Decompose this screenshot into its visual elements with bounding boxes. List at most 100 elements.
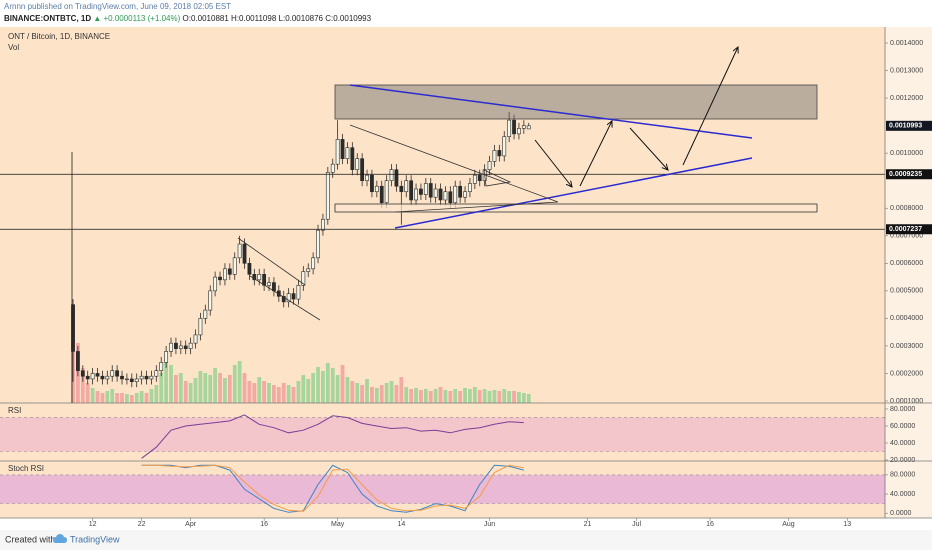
- candle-body: [291, 293, 296, 300]
- candle-body: [237, 243, 242, 259]
- volume-bar: [365, 379, 369, 403]
- logo: [53, 534, 67, 543]
- candle-body: [80, 370, 85, 377]
- candle-body: [159, 362, 164, 372]
- candle-body: [281, 296, 286, 303]
- y-tick-label: 40.0000: [890, 440, 915, 447]
- candle-body: [448, 191, 453, 204]
- volume-bar: [345, 377, 350, 403]
- volume-bar: [139, 391, 144, 403]
- candle-body: [120, 375, 124, 380]
- volume-bar: [443, 390, 448, 403]
- volume-bar: [252, 383, 257, 403]
- volume-bar: [100, 393, 105, 403]
- candle-body: [286, 293, 291, 303]
- volume-bar: [404, 387, 409, 403]
- footer-brand[interactable]: TradingView: [70, 534, 120, 544]
- volume-bar: [414, 388, 418, 403]
- drawings: [71, 47, 818, 403]
- candle-body: [110, 370, 115, 377]
- flag-line: [249, 275, 321, 321]
- volume-bar: [134, 393, 139, 403]
- volume-bar: [115, 393, 120, 403]
- indicator-line: [141, 464, 524, 512]
- volume-bar: [218, 373, 222, 403]
- band: [0, 474, 885, 504]
- volume-bar: [463, 388, 467, 403]
- x-tick-label: Jun: [484, 521, 495, 528]
- candle-body: [213, 276, 218, 292]
- band: [0, 417, 885, 452]
- pane-title: RSI: [8, 406, 21, 415]
- y-tick-label: 0.0012000: [890, 95, 923, 102]
- y-tick-label: 0.0000: [890, 510, 912, 517]
- candle-body: [409, 180, 414, 201]
- volume-bar: [208, 375, 213, 403]
- chart-title: ONT / Bitcoin, 1D, BINANCE: [8, 32, 110, 41]
- volume-bar: [428, 391, 433, 403]
- flag-line: [237, 237, 306, 286]
- candle-body: [164, 351, 169, 363]
- volume-bar: [144, 393, 149, 403]
- publisher: Arnnn published on TradingView.com, June…: [4, 2, 231, 11]
- candle-body: [472, 174, 477, 184]
- candle-body: [389, 169, 394, 182]
- resistance-zone: [334, 84, 818, 120]
- candle-body: [183, 345, 188, 349]
- ohlc-label: C:: [325, 14, 333, 23]
- small-triangle: [483, 169, 512, 187]
- candle-body: [321, 218, 325, 231]
- volume-bar: [95, 391, 100, 403]
- volume-bar: [272, 385, 276, 403]
- candle-body: [203, 309, 208, 319]
- candle-body: [257, 274, 262, 281]
- y-tick-label: 0.0007000: [890, 233, 923, 240]
- volume-bar: [472, 387, 477, 403]
- candle-body: [438, 188, 443, 201]
- candle-body: [232, 257, 237, 275]
- volume-bar: [526, 394, 531, 403]
- candle-body: [149, 375, 154, 380]
- volume-bar: [257, 377, 262, 403]
- volume-bar: [286, 385, 291, 403]
- last-price-label: 0.0010993: [889, 123, 922, 130]
- candle-body: [521, 125, 526, 129]
- price-label-box: [886, 224, 932, 235]
- volume-bar: [223, 378, 227, 403]
- volume-bar: [458, 391, 463, 403]
- volume-bar: [267, 383, 271, 403]
- volume-bar: [247, 381, 252, 403]
- y-tick-label: 80.0000: [890, 406, 915, 413]
- volume-bar: [448, 391, 453, 403]
- volume-bar: [433, 389, 438, 403]
- volume-bar: [80, 368, 85, 403]
- candle-body: [169, 342, 173, 352]
- candle-body: [139, 375, 144, 380]
- volume-bar: [335, 375, 340, 403]
- volume-bar: [149, 389, 154, 403]
- x-tick-label: 22: [138, 521, 146, 528]
- volume-bar: [306, 379, 311, 403]
- volume-bar: [477, 390, 482, 403]
- volume-bar: [517, 392, 521, 403]
- volume-bar: [291, 387, 296, 403]
- volume-bar: [227, 375, 232, 403]
- volume-bar: [316, 367, 320, 403]
- volume-bar: [301, 375, 306, 403]
- candle-body: [218, 276, 222, 281]
- indicator-line: [141, 414, 524, 459]
- volume-bar: [296, 381, 301, 403]
- volume-bar: [330, 368, 335, 403]
- x-tick-label: Jul: [632, 521, 641, 528]
- candle-body: [379, 185, 384, 204]
- volume-bar: [120, 393, 124, 403]
- y-tick-label: 0.0006000: [890, 260, 923, 267]
- volume-bar: [497, 391, 502, 403]
- volume-bar: [512, 391, 516, 403]
- price-axis-background: [885, 27, 932, 518]
- volume-bar: [281, 383, 286, 403]
- volume-bar: [384, 383, 389, 403]
- volume-bar: [321, 371, 325, 403]
- candle-body: [340, 139, 345, 159]
